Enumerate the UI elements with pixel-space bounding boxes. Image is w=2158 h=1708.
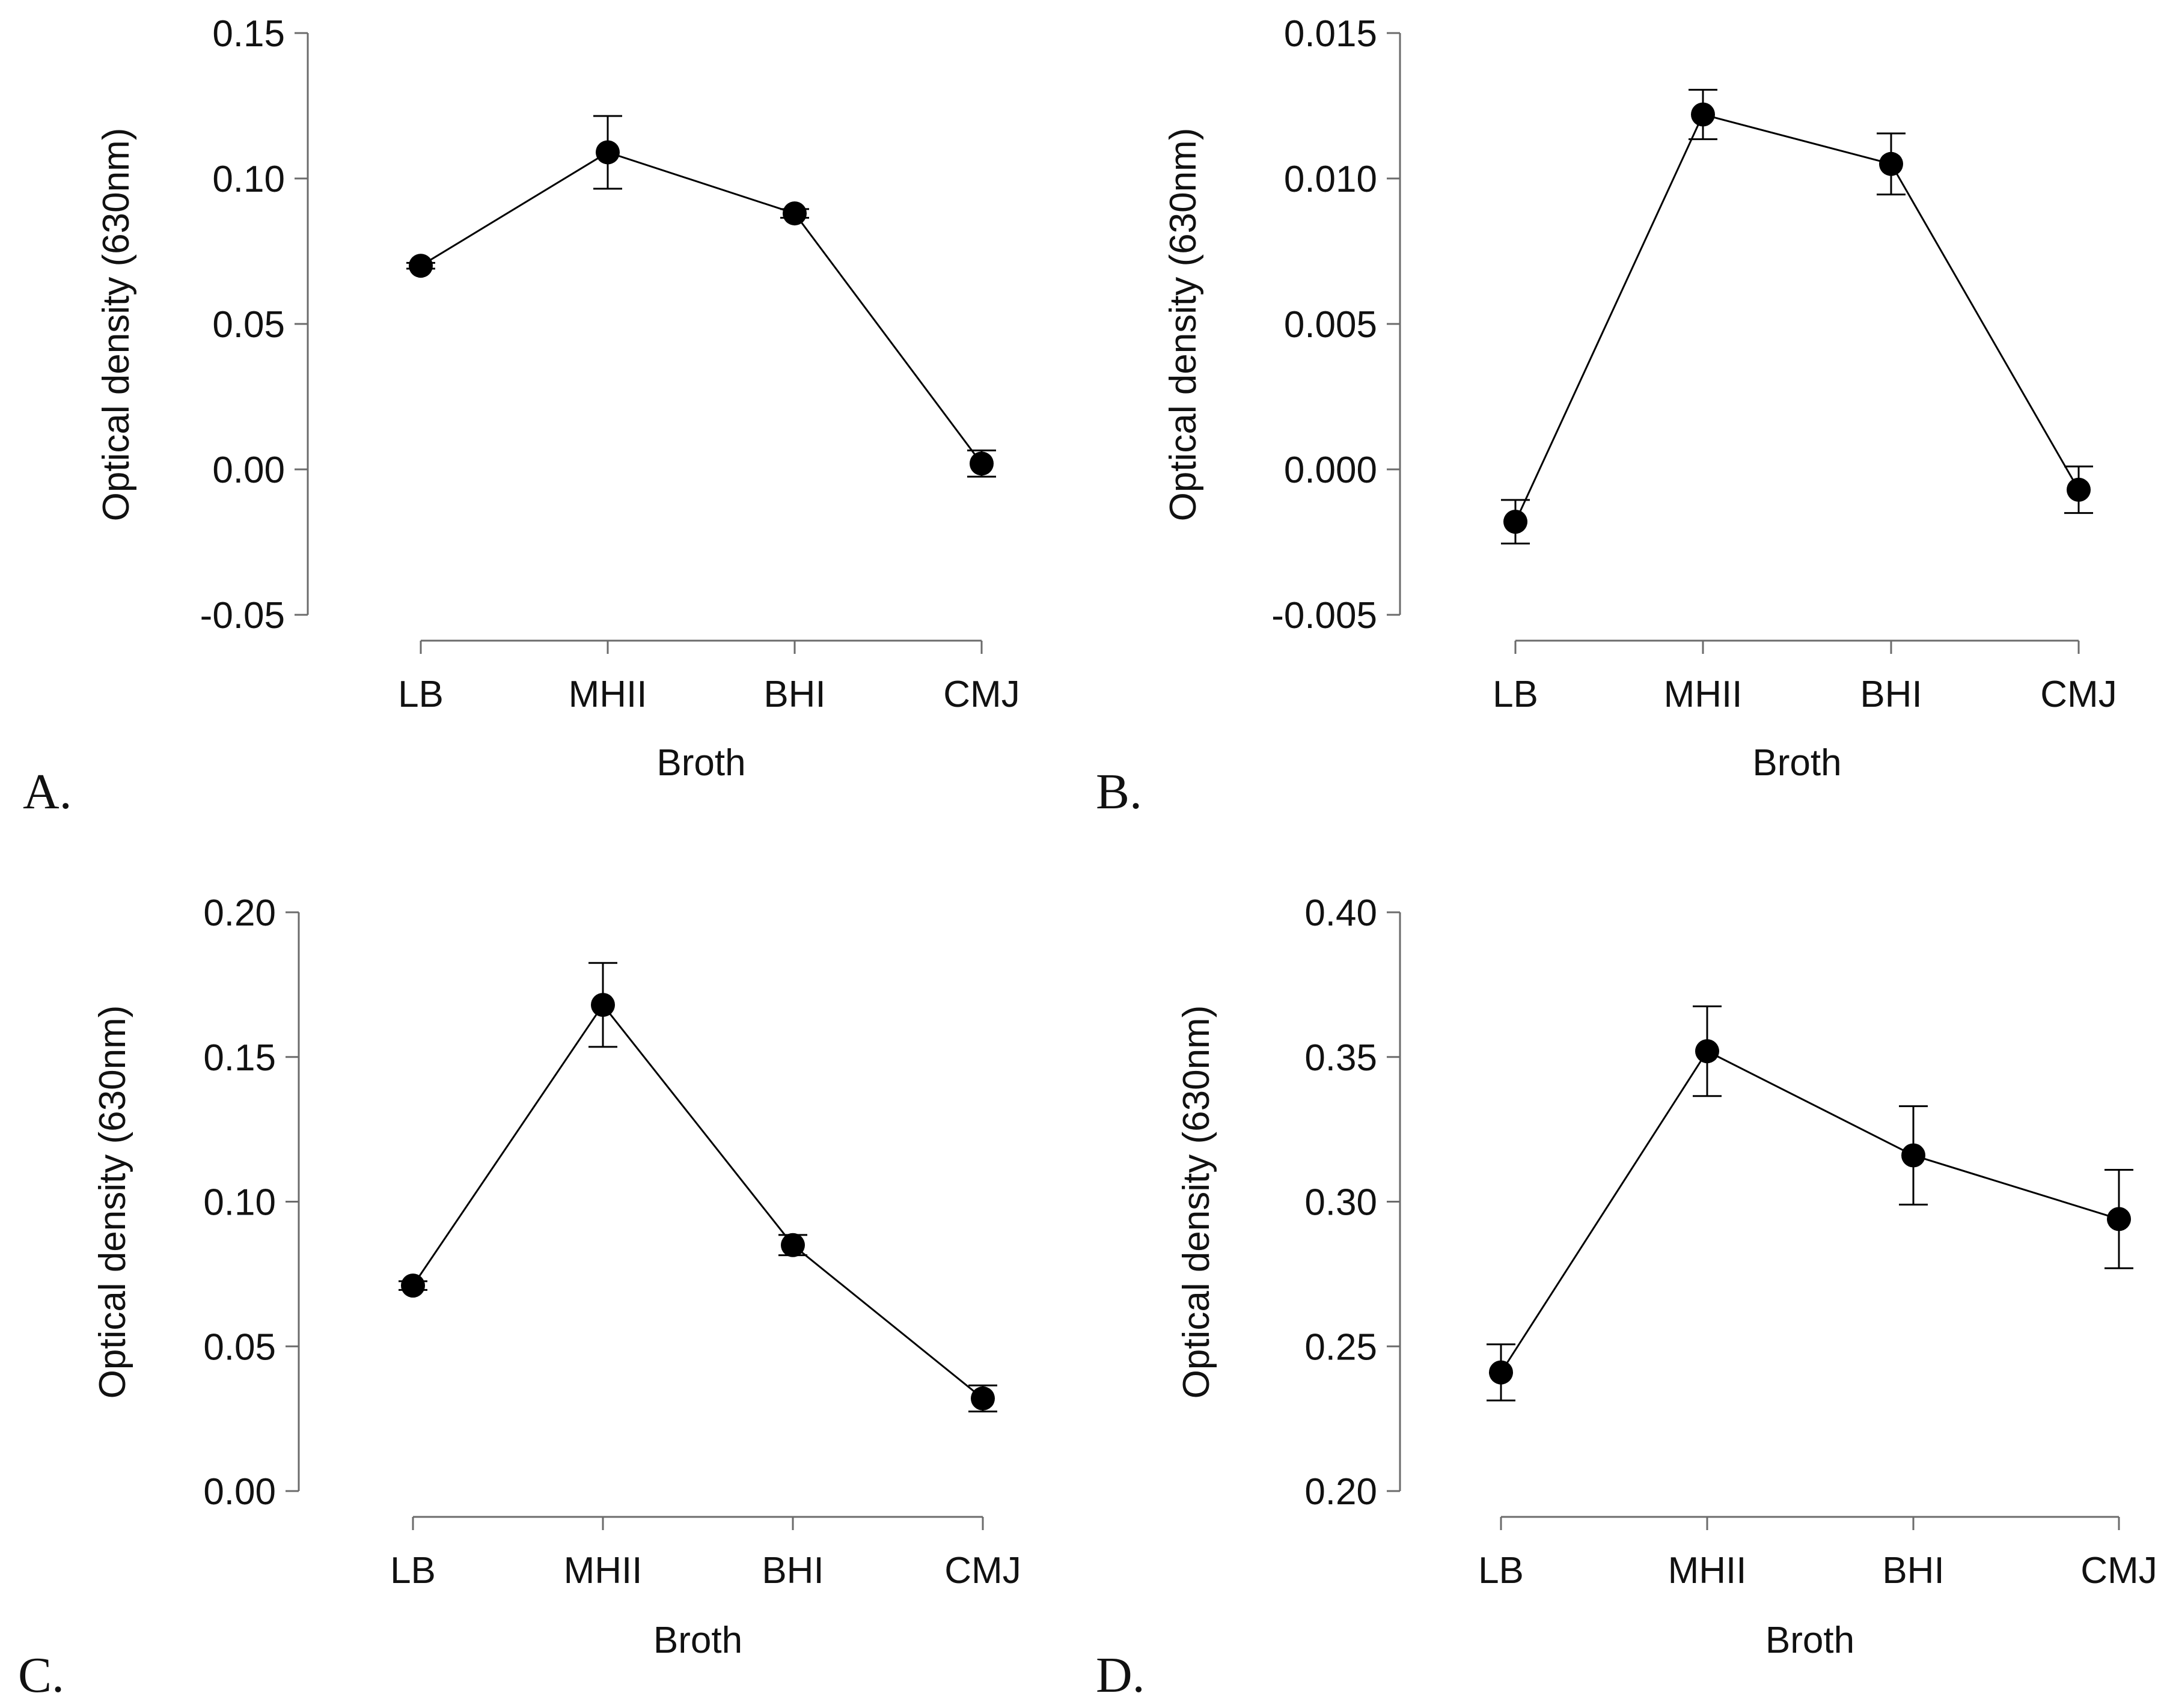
panel-label: A. (23, 764, 72, 820)
y-tick-label: -0.05 (200, 595, 285, 636)
panel-d: 0.20 0.25 0.30 0.35 0.40 LB MHII BHI CMJ Broth Opt… (1096, 892, 2157, 1703)
y-tick-label: 0.05 (212, 304, 285, 346)
x-tick-label: LB (1493, 674, 1538, 715)
data-point (1901, 1143, 1925, 1168)
x-tick-label: CMJ (944, 1550, 1021, 1591)
x-tick-label: MHII (1668, 1550, 1747, 1591)
data-point (783, 201, 807, 226)
panel-c: 0.00 0.05 0.10 0.15 0.20 LB MHII BHI CMJ Broth Opt… (18, 892, 1021, 1703)
y-tick-label: 0.15 (203, 1037, 276, 1079)
y-axis-title: Optical density (630nm) (96, 128, 137, 522)
data-point (1503, 510, 1527, 534)
y-tick-label: 0.000 (1284, 450, 1377, 491)
series-line (1500, 1050, 2120, 1373)
x-tick-label: BHI (1860, 674, 1922, 715)
x-tick-label: BHI (763, 674, 825, 715)
y-tick-label: 0.35 (1304, 1037, 1377, 1079)
x-tick-label: CMJ (943, 674, 1019, 715)
data-point (2067, 477, 2091, 502)
x-axis-title: Broth (656, 742, 745, 784)
y-tick-label: 0.05 (203, 1326, 276, 1368)
y-tick-label: 0.20 (203, 892, 276, 934)
y-tick-label: 0.00 (203, 1471, 276, 1513)
data-point (971, 1386, 995, 1411)
x-axis-title: Broth (1765, 1620, 1854, 1661)
panel-label: B. (1096, 764, 1142, 820)
data-point (401, 1273, 425, 1298)
x-tick-label: LB (1478, 1550, 1524, 1591)
series-line (420, 151, 983, 465)
y-tick-label: 0.10 (212, 159, 285, 200)
y-tick-label: 0.010 (1284, 159, 1377, 200)
data-point (409, 254, 433, 278)
y-tick-label: 0.015 (1284, 13, 1377, 55)
data-point (970, 451, 994, 476)
x-tick-label: LB (390, 1550, 436, 1591)
x-tick-label: MHII (1664, 674, 1743, 715)
y-axis-title: Optical density (630nm) (1163, 128, 1204, 522)
panel-label: C. (18, 1647, 64, 1703)
x-tick-label: CMJ (2040, 674, 2117, 715)
y-tick-label: -0.005 (1271, 595, 1377, 636)
data-point (1695, 1039, 1719, 1064)
series-line (412, 1003, 983, 1400)
y-tick-label: 0.40 (1304, 892, 1377, 934)
y-tick-label: 0.15 (212, 13, 285, 55)
data-point (1489, 1360, 1513, 1385)
x-tick-label: BHI (1882, 1550, 1944, 1591)
y-tick-label: 0.20 (1304, 1471, 1377, 1513)
x-tick-label: MHII (569, 674, 647, 715)
y-axis-title: Optical density (630nm) (92, 1005, 133, 1399)
data-point (781, 1233, 805, 1257)
y-tick-label: 0.25 (1304, 1326, 1377, 1368)
data-point (2107, 1207, 2131, 1231)
x-tick-label: CMJ (2080, 1550, 2157, 1591)
series-line (1514, 113, 2080, 522)
data-point (1691, 102, 1715, 127)
y-tick-label: 0.10 (203, 1182, 276, 1224)
data-point (1879, 151, 1903, 176)
data-point (591, 993, 615, 1017)
data-point (596, 140, 620, 165)
panel-b: -0.005 0.000 0.005 0.010 0.015 LB MHII BHI CMJ Br… (1096, 13, 2117, 820)
y-tick-label: 0.30 (1304, 1182, 1377, 1224)
panel-a: -0.05 0.00 0.05 0.10 0.15 LB MHII BHI CMJ Broth Op… (23, 13, 1020, 820)
x-tick-label: BHI (762, 1550, 824, 1591)
x-tick-label: MHII (564, 1550, 643, 1591)
y-tick-label: 0.005 (1284, 304, 1377, 346)
y-tick-label: 0.00 (212, 450, 285, 491)
x-tick-label: LB (398, 674, 444, 715)
x-axis-title: Broth (653, 1620, 742, 1661)
x-axis-title: Broth (1752, 742, 1841, 784)
y-axis-title: Optical density (630nm) (1176, 1005, 1217, 1399)
panel-label: D. (1096, 1647, 1145, 1703)
